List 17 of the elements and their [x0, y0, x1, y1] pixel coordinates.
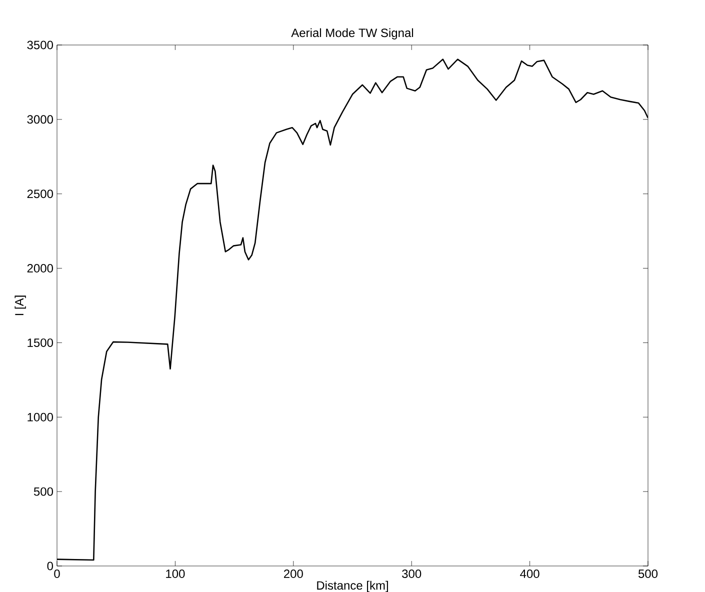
x-tick-label: 0 — [54, 570, 60, 578]
y-tick-label: 1000 — [28, 412, 54, 422]
y-tick-label: 3000 — [27, 115, 54, 124]
x-tick-label: 400 — [520, 570, 540, 578]
y-tick-label: 1500 — [28, 338, 54, 347]
y-tick-label: 500 — [34, 487, 54, 496]
x-tick-label: 500 — [638, 570, 658, 578]
x-tick-label: 300 — [402, 570, 422, 578]
y-tick-label: 3500 — [27, 40, 54, 50]
x-tick-label: 200 — [284, 570, 303, 578]
x-axis-title: Distance [km] — [317, 580, 388, 592]
y-tick-label: 2000 — [27, 264, 54, 273]
y-tick-label: 2500 — [27, 190, 54, 198]
chart-title: Aerial Mode TW Signal — [291, 28, 414, 40]
y-axis-title: I [A] — [14, 296, 26, 316]
y-tick-label: 0 — [47, 562, 54, 570]
x-tick-label: 100 — [166, 570, 185, 578]
